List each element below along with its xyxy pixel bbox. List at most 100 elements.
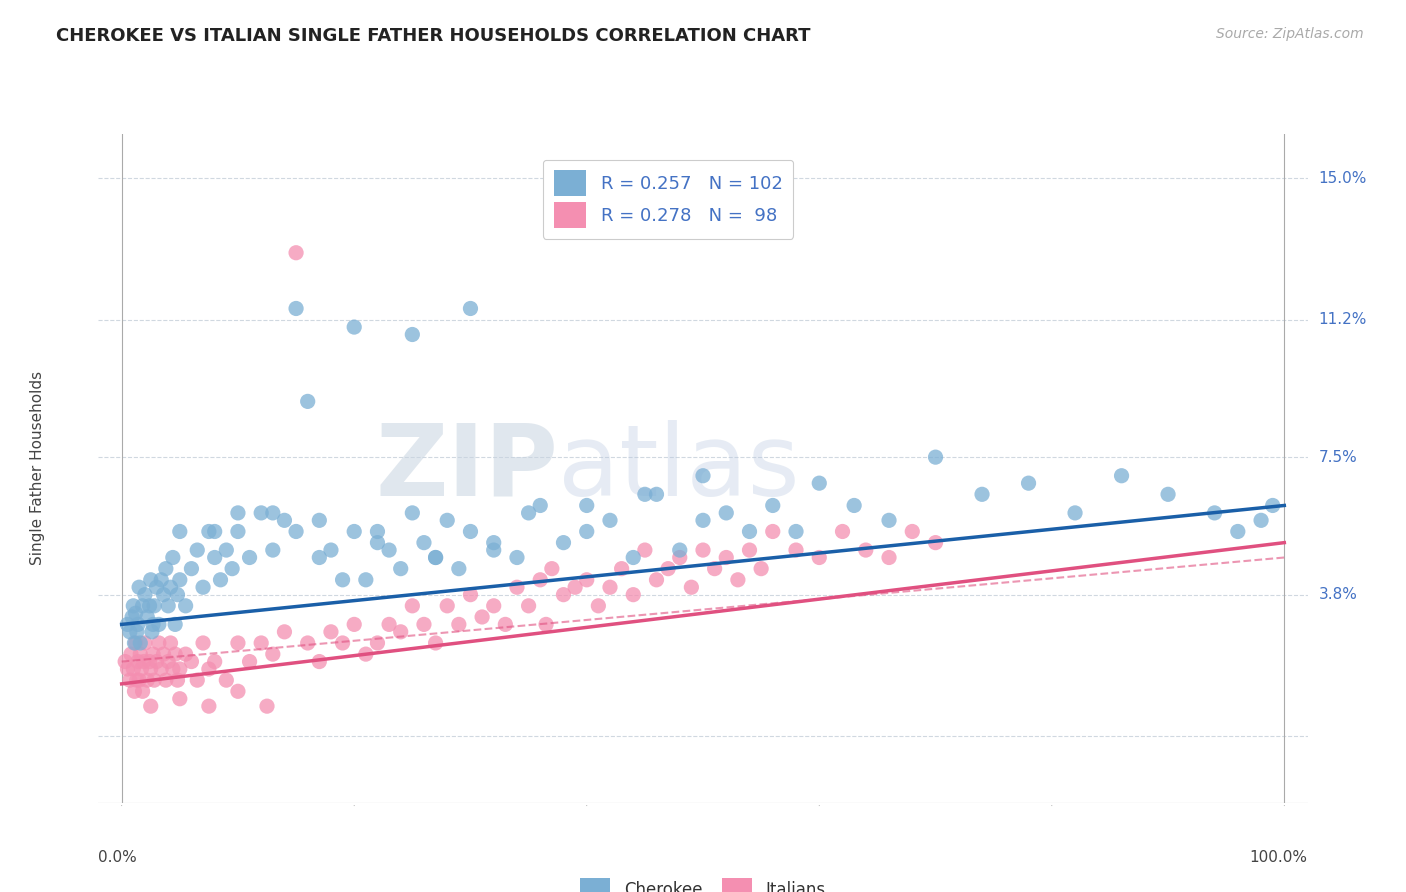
Point <box>703 562 725 576</box>
Point <box>354 573 377 587</box>
Point <box>165 647 187 661</box>
Point <box>297 394 319 409</box>
Point <box>681 580 703 594</box>
Point <box>180 562 202 576</box>
Point <box>634 543 657 558</box>
Text: 11.2%: 11.2% <box>1319 312 1367 327</box>
Point <box>262 506 284 520</box>
Point <box>657 562 679 576</box>
Point <box>128 673 150 688</box>
Point <box>460 588 482 602</box>
Point <box>482 535 505 549</box>
Point <box>378 543 401 558</box>
Point <box>366 636 388 650</box>
Point <box>117 662 139 676</box>
Point <box>575 524 598 539</box>
Point <box>425 550 447 565</box>
Point <box>169 524 191 539</box>
Point <box>401 327 423 342</box>
Point <box>117 617 139 632</box>
Point <box>716 550 738 565</box>
Point <box>366 535 388 549</box>
Point <box>553 535 575 549</box>
Point <box>122 662 145 676</box>
Point <box>343 524 366 539</box>
Point <box>221 562 243 576</box>
Point <box>692 468 714 483</box>
Point <box>517 506 540 520</box>
Point <box>120 647 142 661</box>
Point <box>588 599 610 613</box>
Point <box>319 624 342 639</box>
Point <box>134 636 156 650</box>
Point <box>114 655 136 669</box>
Point <box>127 617 149 632</box>
Point <box>256 699 278 714</box>
Point <box>209 573 232 587</box>
Point <box>762 499 785 513</box>
Point <box>808 550 831 565</box>
Point <box>239 550 262 565</box>
Point <box>877 513 900 527</box>
Point <box>447 562 470 576</box>
Text: Single Father Households: Single Father Households <box>31 371 45 566</box>
Point <box>169 691 191 706</box>
Text: ZIP: ZIP <box>375 420 558 516</box>
Point <box>150 573 173 587</box>
Point <box>174 599 197 613</box>
Point <box>575 573 598 587</box>
Point <box>727 573 749 587</box>
Point <box>166 588 188 602</box>
Point <box>762 524 785 539</box>
Point <box>901 524 924 539</box>
Point <box>534 617 557 632</box>
Point <box>166 673 188 688</box>
Point <box>139 699 162 714</box>
Point <box>215 543 238 558</box>
Point <box>155 562 177 576</box>
Point <box>226 636 249 650</box>
Point <box>174 647 197 661</box>
Point <box>127 655 149 669</box>
Point <box>1250 513 1272 527</box>
Point <box>122 599 145 613</box>
Point <box>506 580 529 594</box>
Point <box>506 550 529 565</box>
Point <box>1064 506 1087 520</box>
Point <box>165 617 187 632</box>
Point <box>132 655 155 669</box>
Point <box>401 599 423 613</box>
Point <box>471 610 494 624</box>
Point <box>621 550 644 565</box>
Point <box>738 524 761 539</box>
Point <box>226 524 249 539</box>
Point <box>124 607 146 621</box>
Point <box>482 543 505 558</box>
Point <box>159 580 181 594</box>
Point <box>285 524 308 539</box>
Point <box>517 599 540 613</box>
Point <box>1018 476 1040 491</box>
Point <box>529 499 551 513</box>
Point <box>1261 499 1284 513</box>
Point <box>808 476 831 491</box>
Text: 15.0%: 15.0% <box>1319 171 1367 186</box>
Point <box>262 543 284 558</box>
Point <box>131 662 153 676</box>
Point <box>191 580 214 594</box>
Point <box>924 535 946 549</box>
Point <box>716 506 738 520</box>
Point <box>529 573 551 587</box>
Point <box>124 636 146 650</box>
Point <box>970 487 993 501</box>
Point <box>389 562 412 576</box>
Point <box>482 599 505 613</box>
Point <box>343 617 366 632</box>
Point <box>162 662 184 676</box>
Point <box>1157 487 1180 501</box>
Point <box>308 550 330 565</box>
Point <box>226 684 249 698</box>
Point <box>145 655 167 669</box>
Point <box>447 617 470 632</box>
Point <box>273 513 295 527</box>
